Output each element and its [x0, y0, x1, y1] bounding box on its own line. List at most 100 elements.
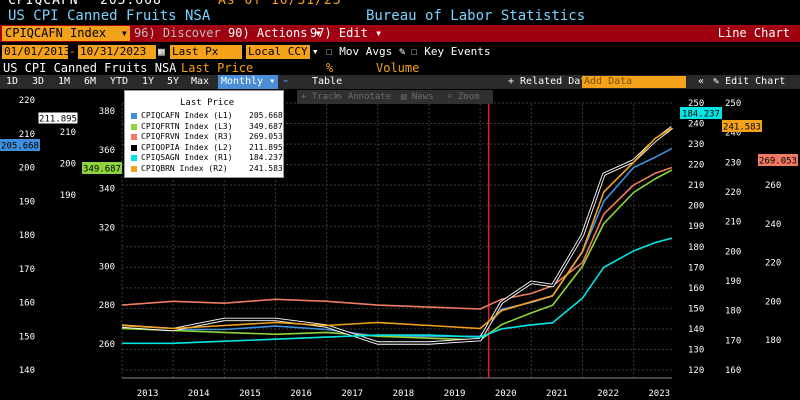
y-tick-label-l1: 220 [19, 96, 35, 106]
plus-icon: + [301, 92, 307, 102]
security-input-value: CPIQCAFN Index [5, 26, 107, 40]
actions-button[interactable]: 90) Actions ▾ [228, 26, 322, 41]
frequency-select[interactable]: Monthly ▾ [218, 75, 279, 89]
y-tick-label-l2: 340 [99, 185, 115, 195]
security-input[interactable]: CPIQCAFN Index ▾ [2, 26, 130, 41]
calendar-icon[interactable]: ▦ [158, 45, 165, 58]
header-ticker-row: CPIQCAFN 205.668 As Of 10/31/23 [8, 0, 341, 8]
period-1y[interactable]: 1Y [142, 76, 155, 87]
annotate-tool[interactable]: ✎ Annotate [337, 90, 391, 104]
zoom-tool[interactable]: ⌕ Zoom [447, 90, 480, 104]
legend-entry[interactable]: CPIQFRVN Index (R3) 269.053 [131, 132, 283, 142]
y-tick-label-l2: 320 [99, 224, 115, 234]
x-tick-label: 2018 [393, 389, 415, 399]
y-tick-label-l2: 360 [99, 146, 115, 156]
chevron-down-icon[interactable]: ▾ [120, 26, 128, 40]
period-toolbar: 1D 3D 1M 6M YTD 1Y 5Y Max Monthly ▾ ⌁ Ta… [0, 75, 800, 89]
field-select[interactable]: Last Px [170, 45, 242, 59]
command-bar: CPIQCAFN Index ▾ 96) Discover 90) Action… [0, 25, 800, 42]
legend-swatch [131, 113, 137, 119]
value-badge [722, 120, 762, 132]
add-data-input[interactable]: Add Data [582, 76, 686, 88]
y-tick-label-r2: 220 [725, 188, 741, 198]
y-tick-label-l2: 380 [99, 107, 115, 117]
y-tick-label-r1: 160 [688, 284, 704, 294]
x-tick-label: 2013 [137, 389, 159, 399]
legend-entry[interactable]: CPIQFRTN Index (L3) 349.687 [131, 121, 283, 132]
news-tool[interactable]: ▤ News [401, 90, 434, 104]
legend-swatch [131, 165, 137, 172]
x-axis: 2013 2014 2015 2016 2017 2018 2019 2020 2021 2022… [137, 389, 670, 399]
series-line-1 [121, 169, 673, 341]
legend-series-name: CPIQFRTN Index (L3) [141, 121, 233, 131]
y-tick-label-r2: 160 [725, 366, 741, 376]
y-tick-label-r1: 220 [688, 161, 704, 171]
collapse-icon[interactable]: « [698, 76, 705, 87]
chevron-down-icon: ▾ [314, 26, 322, 40]
end-date-input[interactable]: 10/31/2023 [78, 45, 156, 59]
period-1d[interactable]: 1D [6, 76, 19, 87]
y-tick-label-r1: 240 [688, 120, 704, 130]
y-tick-label-r1: 150 [688, 304, 704, 314]
legend-entry[interactable]: CPIQOPIA Index (L2) 211.895 [131, 142, 283, 153]
y-tick-label-l2: 260 [99, 340, 115, 350]
y-tick-label-r3: 260 [765, 181, 781, 191]
key-events-checkbox[interactable]: ☐ Key Events [411, 45, 490, 59]
currency-select[interactable]: Local CCY [246, 45, 310, 59]
y-tick-label-r2: 230 [725, 158, 741, 168]
line-chart[interactable]: 2013 2014 2015 2016 2017 2018 2019 2020 2021 2022… [0, 89, 800, 400]
series-name: US CPI Canned Fruits NSA [3, 61, 177, 75]
legend-series-name: CPIQBRN Index (R2) [141, 163, 228, 173]
legend-entry[interactable]: CPIQSAGN Index (R1) 184.237 [131, 153, 283, 163]
y-tick-label-r1: 180 [688, 243, 704, 253]
legend-series-value: 211.895 [249, 142, 283, 152]
y-tick-label-l1: 150 [19, 332, 35, 342]
edit-button[interactable]: 97) Edit ▾ [310, 26, 382, 41]
track-tool[interactable]: + Track [301, 90, 339, 104]
y-tick-label-r3: 180 [765, 336, 781, 346]
y-tick-label-r2: 200 [725, 247, 741, 257]
legend-entry[interactable]: CPIQCAFN Index (L1) 205.668 [131, 111, 283, 121]
y-tick-label-r2: 250 [725, 99, 741, 109]
pencil-icon: ✎ [713, 76, 720, 87]
period-1m[interactable]: 1M [58, 76, 71, 87]
discover-button[interactable]: 96) Discover [134, 26, 221, 40]
x-tick-label: 2021 [546, 389, 568, 399]
related-data-button[interactable]: + Related Dat [508, 76, 587, 87]
y-tick-label-r1: 140 [688, 325, 704, 335]
y-tick-label-r3: 240 [765, 220, 781, 230]
chevron-down-icon[interactable]: ▾ [312, 45, 319, 58]
mov-avgs-checkbox[interactable]: ☐ Mov Avgs ✎ [326, 45, 405, 59]
y-tick-label-l1: 210 [19, 130, 35, 140]
track-label: Track [311, 92, 339, 102]
legend-series-name: CPIQSAGN Index (R1) [141, 153, 233, 162]
key-events-label: Key Events [424, 45, 491, 58]
period-6m[interactable]: 6M [84, 76, 97, 87]
period-ytd[interactable]: YTD [110, 76, 129, 87]
y-tick-label-r3: 220 [765, 259, 781, 269]
line-chart-icon[interactable]: ⌁ [283, 76, 290, 87]
x-tick-label: 2020 [495, 389, 517, 399]
header-title-row: US CPI Canned Fruits NSA Bureau of Labor… [8, 8, 585, 24]
header-ticker: CPIQCAFN [8, 0, 79, 8]
value-badge-label: 349.687 [83, 165, 121, 175]
legend-series-value: 241.583 [249, 163, 283, 173]
x-tick-label: 2022 [597, 389, 619, 399]
edit-chart-button[interactable]: ✎ Edit Chart [713, 75, 785, 89]
value-badge-label: 184.237 [682, 110, 720, 120]
start-date-input[interactable]: 01/01/2013 [2, 45, 71, 59]
y-tick-label-l1: 170 [19, 265, 35, 275]
header-source: Bureau of Labor Statistics [366, 8, 586, 24]
period-3d[interactable]: 3D [32, 76, 45, 87]
legend-entry[interactable]: CPIQBRN Index (R2) 241.583 [131, 163, 283, 174]
x-tick-label: 2016 [290, 389, 312, 399]
period-max[interactable]: Max [191, 76, 210, 87]
value-badge-label: 211.895 [39, 115, 77, 125]
period-5y[interactable]: 5Y [167, 76, 180, 87]
y-tick-label-l1: 200 [19, 164, 35, 174]
table-button[interactable]: Table [312, 76, 343, 87]
y-tick-label-r1: 200 [688, 202, 704, 212]
y-tick-label-r3: 200 [765, 297, 781, 307]
zoom-label: Zoom [457, 92, 480, 102]
